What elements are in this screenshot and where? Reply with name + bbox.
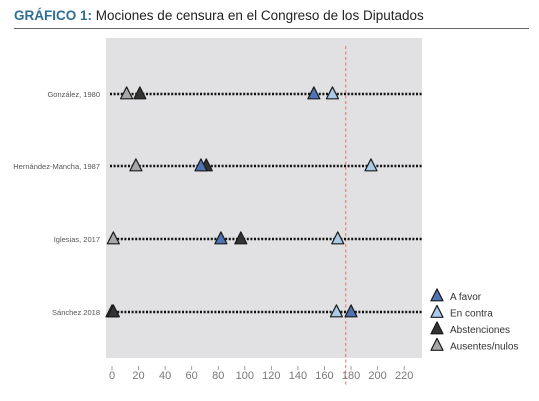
legend-label: Ausentes/nulos: [450, 342, 518, 353]
marker-a-favor-3: [344, 304, 358, 318]
marker-ausentes-nulos-2: [106, 231, 120, 245]
marker-a-favor-2: [214, 231, 228, 245]
marker-ausentes-nulos-0: [120, 86, 134, 100]
marker-abstenciones-0: [133, 86, 147, 100]
marker-a-favor-0: [307, 86, 321, 100]
x-tick-label: 120: [262, 370, 280, 382]
x-tick-label: 20: [132, 370, 144, 382]
marker-a-favor-1: [194, 158, 208, 172]
x-tick-label: 200: [368, 370, 386, 382]
x-tick-label: 40: [159, 370, 171, 382]
title-divider: [14, 28, 529, 29]
x-tick-label: 140: [289, 370, 307, 382]
marker-abstenciones-3: [106, 304, 120, 318]
x-tick-label: 220: [395, 370, 413, 382]
legend-marker-1: [430, 304, 444, 318]
legend-label: En contra: [450, 309, 493, 320]
row-label: Iglesias, 2017: [54, 235, 100, 244]
chart-title-text: Mociones de censura en el Congreso de lo…: [95, 8, 424, 23]
x-tick-label: 100: [236, 370, 254, 382]
legend-marker-2: [430, 321, 444, 335]
marker-en-contra-1: [364, 158, 378, 172]
legend-label: A favor: [450, 292, 482, 303]
row-label: González, 1980: [47, 90, 100, 99]
plot-area: [106, 38, 422, 358]
x-tick-label: 160: [315, 370, 333, 382]
legend-marker-3: [430, 337, 444, 351]
x-tick-label: 0: [109, 370, 115, 382]
legend-label: Abstenciones: [450, 325, 510, 336]
chart-title: GRÁFICO 1: Mociones de censura en el Con…: [14, 8, 424, 23]
row-label: Hernández-Mancha, 1987: [13, 162, 100, 171]
marker-en-contra-2: [331, 231, 345, 245]
marker-en-contra-0: [325, 86, 340, 100]
row-label: Sánchez 2018: [52, 308, 100, 317]
x-tick-label: 80: [212, 370, 224, 382]
marker-ausentes-nulos-1: [129, 158, 143, 172]
x-tick-label: 60: [186, 370, 198, 382]
marker-en-contra-3: [329, 304, 344, 318]
marker-abstenciones-2: [234, 231, 248, 245]
x-tick-label: 180: [342, 370, 360, 382]
legend-marker-0: [430, 288, 444, 302]
chart-title-prefix: GRÁFICO 1:: [14, 8, 93, 23]
